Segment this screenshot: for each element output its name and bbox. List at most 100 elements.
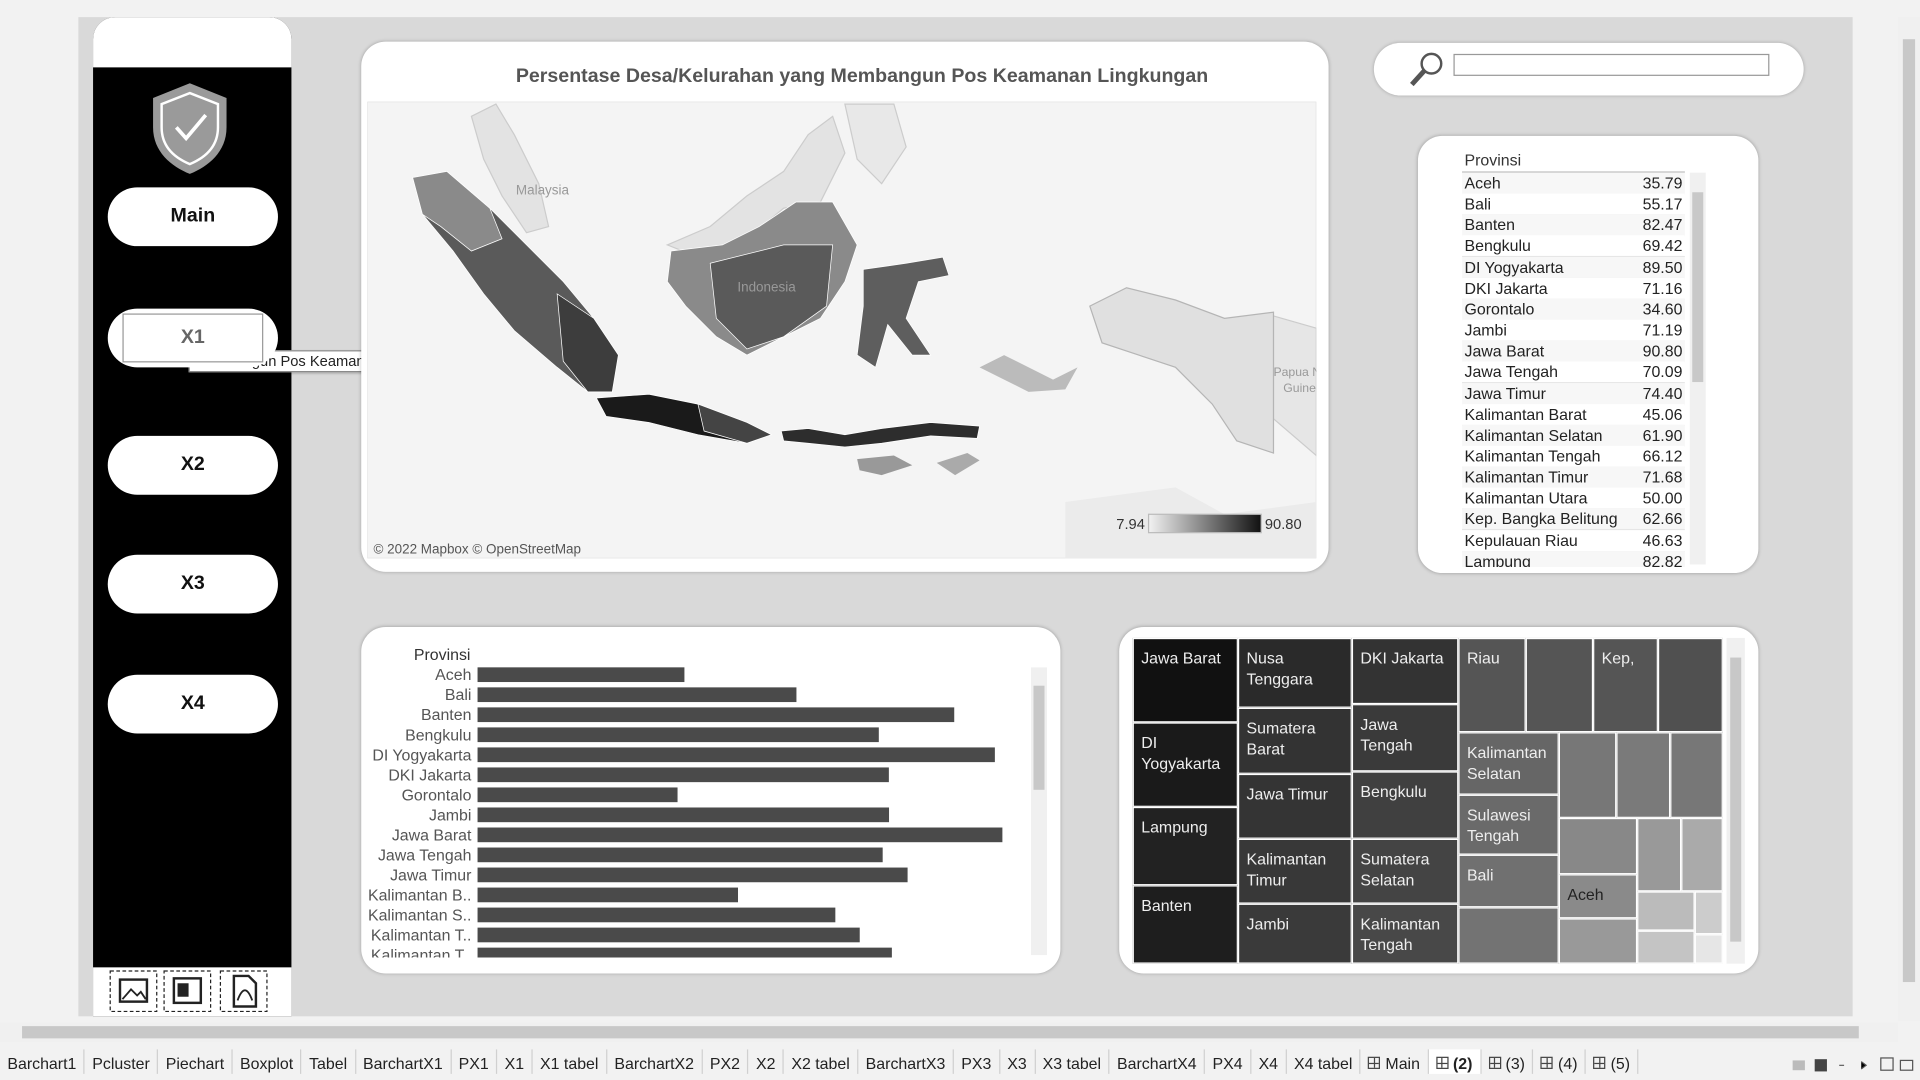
province-value: 82.47	[1642, 215, 1683, 235]
export-icons[interactable]	[108, 970, 272, 1014]
bar-scrollbar[interactable]	[1031, 667, 1047, 956]
tab-label: PX2	[709, 1053, 741, 1073]
sheet-tab[interactable]: BarchartX4	[1110, 1049, 1206, 1074]
tab-icon	[1368, 1056, 1381, 1069]
nav-button[interactable]: X3	[107, 554, 278, 614]
nav-button[interactable]: X1	[107, 308, 278, 368]
tab-label: (2)	[1453, 1053, 1473, 1073]
bar	[477, 867, 908, 883]
treemap-cell[interactable]: Kep,	[1593, 637, 1658, 733]
treemap-cell[interactable]	[1637, 891, 1695, 931]
province-value: 66.12	[1642, 446, 1683, 466]
province-name: Aceh	[1464, 173, 1501, 193]
nav-button[interactable]: X2	[107, 435, 278, 495]
vertical-scrollbar[interactable]	[1897, 17, 1920, 1022]
bar-category: Bengkulu	[405, 727, 471, 744]
treemap-cell[interactable]: Sumatera Barat	[1237, 707, 1352, 774]
sheet-tab[interactable]: X4 tabel	[1287, 1049, 1361, 1074]
treemap-cell[interactable]: Jawa Barat	[1132, 637, 1238, 723]
horizontal-scrollbar[interactable]	[0, 1022, 1898, 1043]
sheet-tab[interactable]: Main	[1361, 1049, 1429, 1074]
province-value: 70.09	[1642, 362, 1683, 382]
treemap-cell[interactable]: Sumatera Selatan	[1351, 838, 1459, 904]
treemap-cell[interactable]: Aceh	[1558, 874, 1638, 919]
treemap-cell[interactable]: Nusa Tenggara	[1237, 637, 1352, 708]
map-label: Papua N	[1273, 365, 1316, 379]
sheet-tab[interactable]: Boxplot	[233, 1049, 302, 1074]
treemap-cell[interactable]	[1558, 732, 1617, 818]
sheet-tab[interactable]: X2	[749, 1049, 784, 1074]
treemap-cell[interactable]: Sulawesi Tengah	[1458, 794, 1559, 855]
treemap-cell[interactable]: Jawa Timur	[1237, 773, 1352, 839]
sheet-tab[interactable]: Barchart1	[0, 1049, 85, 1074]
treemap-cell[interactable]: DI Yogyakarta	[1132, 722, 1238, 807]
treemap-cell[interactable]	[1681, 817, 1723, 892]
table-row: Jawa Barat 90.80	[1462, 340, 1685, 363]
tab-label: (4)	[1558, 1053, 1578, 1073]
bar-category: Kalimantan S..	[368, 907, 471, 924]
bar	[477, 887, 739, 903]
treemap-cell[interactable]: Riau	[1458, 637, 1526, 733]
treemap-cell[interactable]: Jambi	[1237, 903, 1352, 964]
sheet-tab[interactable]: X1 tabel	[533, 1049, 608, 1074]
sheet-tab[interactable]: Piechart	[158, 1049, 233, 1074]
treemap-cell[interactable]	[1637, 817, 1682, 892]
table-scrollbar[interactable]	[1689, 172, 1706, 565]
treemap-cell[interactable]: Bali	[1458, 854, 1559, 908]
table-row: Kalimantan Tengah 66.12	[1462, 445, 1685, 468]
sheet-tab[interactable]: X1	[497, 1049, 533, 1074]
treemap-cell[interactable]	[1637, 930, 1695, 964]
province-name: Kalimantan Timur	[1464, 467, 1589, 487]
treemap-cell[interactable]	[1558, 817, 1638, 875]
treemap-cell[interactable]: Kalimantan Selatan	[1458, 732, 1559, 795]
tab-label: BarchartX2	[614, 1053, 695, 1073]
tab-label: PX4	[1212, 1053, 1243, 1073]
search-input[interactable]	[1453, 53, 1770, 76]
treemap-cell[interactable]: Jawa Tengah	[1351, 704, 1459, 772]
treemap-cell[interactable]	[1525, 637, 1594, 733]
sheet-tab[interactable]: (5)	[1586, 1049, 1639, 1074]
nav-button[interactable]: X4	[107, 674, 278, 734]
sheet-tab[interactable]: (4)	[1534, 1049, 1587, 1074]
province-name: Kalimantan Tengah	[1464, 446, 1601, 466]
sheet-tab[interactable]: PX4	[1205, 1049, 1252, 1074]
treemap-cell[interactable]: Kalimantan Tengah	[1351, 903, 1459, 964]
sheet-tab[interactable]: X4	[1251, 1049, 1287, 1074]
sheet-tab[interactable]: BarchartX3	[858, 1049, 954, 1074]
sheet-tab[interactable]: Tabel	[302, 1049, 356, 1074]
sheet-tab[interactable]: X3 tabel	[1035, 1049, 1110, 1074]
treemap-cell[interactable]: Bengkulu	[1351, 771, 1459, 839]
treemap-cell[interactable]	[1458, 907, 1559, 964]
table-header: Provinsi	[1464, 150, 1522, 169]
sheet-tab[interactable]: PX1	[451, 1049, 498, 1074]
bar	[477, 667, 685, 683]
sheet-tabs: Barchart1 Pcluster Piechart Boxplot Tabel Bar…	[0, 1049, 1639, 1074]
sheet-tab[interactable]: (2)	[1428, 1049, 1482, 1074]
sheet-tab[interactable]: BarchartX2	[607, 1049, 703, 1074]
treemap-cell[interactable]	[1694, 934, 1723, 964]
tab-label: X3	[1007, 1053, 1027, 1073]
treemap-cell[interactable]: Lampung	[1132, 806, 1238, 886]
treemap-cell[interactable]: Kalimantan Timur	[1237, 838, 1352, 904]
bar	[477, 787, 678, 803]
sheet-tab[interactable]: BarchartX1	[356, 1049, 452, 1074]
treemap-cell[interactable]: DKI Jakarta	[1351, 637, 1459, 705]
sheet-tab[interactable]: X2 tabel	[784, 1049, 859, 1074]
nav-button[interactable]: Main	[107, 187, 278, 247]
treemap-cell[interactable]	[1694, 891, 1723, 935]
treemap-cell[interactable]: Banten	[1132, 885, 1238, 964]
province-name: DI Yogyakarta	[1464, 257, 1564, 277]
sheet-tab[interactable]: Pcluster	[85, 1049, 159, 1074]
treemap-cell[interactable]	[1670, 732, 1723, 818]
treemap-cell[interactable]	[1657, 637, 1723, 733]
sheet-tab[interactable]: PX2	[703, 1049, 749, 1074]
sheet-tab[interactable]: PX3	[954, 1049, 1000, 1074]
treemap-cell[interactable]	[1558, 918, 1638, 964]
sheet-tab[interactable]: (3)	[1481, 1049, 1534, 1074]
sidebar-header	[93, 17, 292, 68]
status-icons[interactable]	[1788, 1054, 1917, 1074]
treemap-scrollbar[interactable]	[1726, 637, 1745, 964]
treemap-cell[interactable]	[1616, 732, 1671, 818]
sheet-tab[interactable]: X3	[1000, 1049, 1036, 1074]
